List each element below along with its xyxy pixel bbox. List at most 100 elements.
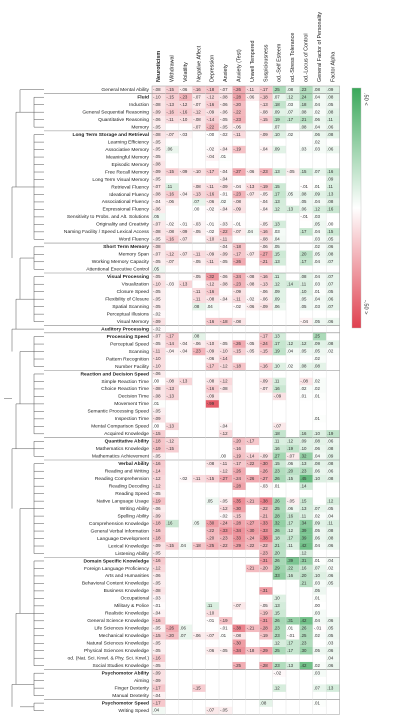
cell-value: -.28 [233,483,241,488]
cell-value: -.38 [233,625,241,630]
cell [259,190,273,199]
cell [272,243,286,251]
cell [326,497,340,505]
cell-value: -.13 [166,423,174,428]
cell [165,86,179,94]
cell-value: .08 [327,446,334,451]
cell [326,243,340,251]
cell [299,340,313,348]
cell-value: -.19 [260,610,268,615]
cell [219,474,233,483]
cell [326,430,340,438]
cell-value: -.06 [193,633,201,638]
cell-value: .04 [287,349,294,354]
cell-value: -.05 [153,491,161,496]
cell-value: -.08 [233,633,241,638]
cell [272,235,286,244]
cell-value: .04 [327,513,334,518]
cell [192,340,206,348]
column-header: Depression [210,55,216,82]
cell [192,228,206,236]
cell [205,340,219,348]
cell [326,617,340,625]
cell [272,437,286,446]
cell-value: -.18 [247,648,255,653]
cell [219,617,233,625]
cell [326,579,340,588]
cell-value: -.12 [220,379,228,384]
row-label: Learning Efficiency [108,139,150,145]
cell [272,280,286,288]
cell-value: -.09 [260,453,268,458]
cell-value: .09 [274,109,281,114]
cell [205,250,219,259]
cell-value: -.05 [220,648,228,653]
cell-value: -.05 [153,296,161,301]
cell [259,519,273,528]
cell-value: -.17 [153,685,161,690]
cell [259,235,273,244]
cell-value: .01 [314,700,321,705]
row-label: Processing Speed [107,334,149,340]
cell [232,190,246,199]
cell-value: -.09 [153,109,161,114]
cell-value: -.16 [260,229,268,234]
cell-value: -.19 [233,453,241,458]
cell [272,519,286,528]
cell-value: .15 [274,184,281,189]
cell-value: -.05 [153,551,161,556]
cell [312,564,327,573]
cell-value: .20 [300,251,307,256]
cell [245,542,260,550]
cell [219,542,233,550]
cell [259,332,273,341]
row-label: Ideational Fluency [109,192,149,198]
cell-value: .03 [314,147,321,152]
cell-value: -.08 [207,379,215,384]
cell [299,168,313,176]
cell [219,347,233,356]
cell-value: -.08 [260,236,268,241]
cell [219,235,233,244]
cell-value: -.22 [220,229,228,234]
cell [312,437,327,446]
cell-value: -.21 [260,259,268,264]
cell [232,183,246,191]
cell [259,699,273,707]
cell-value: .02 [287,364,294,369]
cell-value: .04 [314,102,321,107]
cell-value: -.05 [153,154,161,159]
cell [326,258,340,266]
cell-value: -.21 [247,498,255,503]
cell [219,220,233,229]
cell-value: -.04 [180,192,188,197]
cell-value: -.30 [207,521,215,526]
cell-value: -.23 [193,349,201,354]
cell-value: -.04 [260,207,268,212]
cell-value: .02 [314,244,321,249]
cell [152,684,166,692]
cell-value: .15 [327,229,334,234]
row-label: Quantitative Ability [105,439,150,445]
cell-value: -.29 [260,648,268,653]
cell-value: .06 [287,461,294,466]
cell-value: -.06 [166,199,174,204]
cell-value: .13 [287,207,294,212]
cell-value: -.26 [166,625,174,630]
cell-value: -.14 [220,356,228,361]
cell [312,362,327,371]
cell-value: .23 [274,625,281,630]
cell [312,220,327,229]
cell-value: -.04 [220,207,228,212]
cell-value: -.28 [260,625,268,630]
cell-value: -.27 [260,476,268,481]
cell-value: .24 [300,94,307,99]
cell-value: -.09 [180,229,188,234]
column-header: od.-Stress Tolerance [290,33,296,82]
cell [286,280,300,288]
cell [259,647,273,655]
cell [232,624,246,633]
cell-value: .06 [314,446,321,451]
cell [219,422,233,431]
cell-value: -.15 [260,117,268,122]
